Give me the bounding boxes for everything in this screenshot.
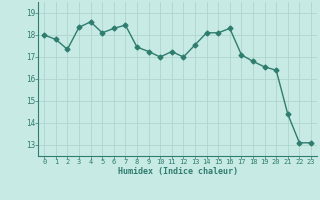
X-axis label: Humidex (Indice chaleur): Humidex (Indice chaleur) bbox=[118, 167, 238, 176]
